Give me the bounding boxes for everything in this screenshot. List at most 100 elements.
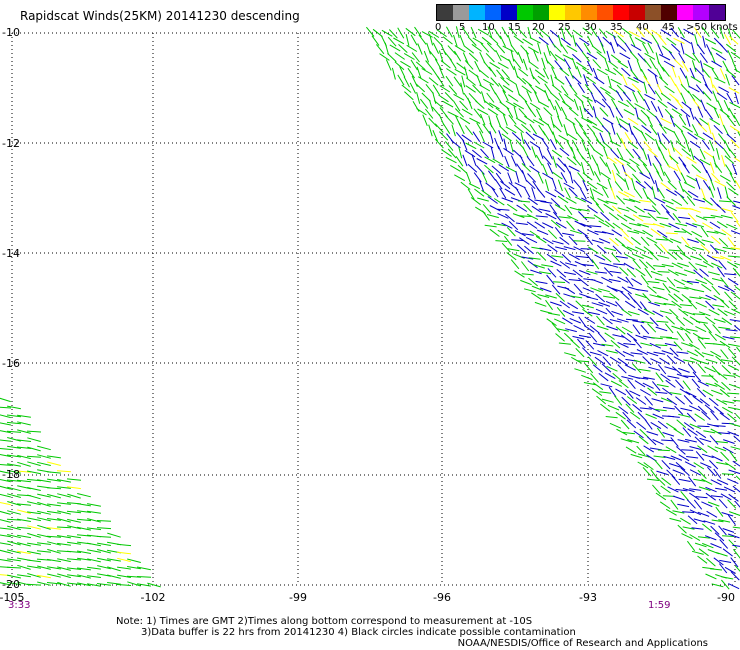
wind-barb [687,90,696,102]
legend-label: 30 [584,22,597,33]
wind-barb [497,145,504,158]
wind-barb [634,380,646,388]
wind-barb [586,52,598,60]
wind-barb [575,42,584,53]
wind-barb [621,244,633,252]
wind-barb [77,526,91,531]
wind-barb [554,54,566,62]
wind-barb [698,548,709,557]
wind-barb [501,222,513,229]
wind-barb [692,223,705,228]
wind-barb [615,301,624,311]
wind-barb [642,163,651,174]
wind-barb [0,397,11,403]
wind-barb [572,311,585,315]
wind-barb [625,403,635,413]
wind-barb [515,117,527,125]
wind-barb [429,99,434,112]
wind-barb [661,264,674,268]
wind-barb [628,141,639,150]
wind-barb [688,85,700,93]
wind-barb [692,98,701,110]
wind-barb [537,42,542,55]
wind-barb [695,325,707,333]
wind-barb [488,35,499,45]
wind-barb [450,139,461,149]
wind-barb [0,527,12,530]
map-title: Rapidscat Winds(25KM) 20141230 descendin… [20,9,300,23]
wind-barb [725,73,730,86]
wind-barb [474,188,485,197]
wind-barb [658,35,667,46]
wind-barb [677,27,685,38]
wind-barb [645,261,656,271]
wind-barb [534,199,547,203]
time-label-right: 1:59 [648,600,671,611]
wind-barb [622,351,635,357]
wind-barb [563,58,571,70]
wind-barb [643,140,653,151]
wind-barb [7,525,21,531]
wind-barb [623,236,634,246]
wind-barb [704,535,717,541]
legend-label: 35 [610,22,623,33]
wind-barb [668,223,680,230]
wind-barb [0,558,11,562]
wind-barb [681,236,690,247]
wind-barb [720,349,729,360]
wind-barb [716,266,725,278]
wind-barb [486,214,499,219]
wind-barb [699,158,711,166]
wind-barb [520,132,525,145]
wind-barb [393,37,405,45]
wind-barb [584,235,593,246]
wind-barb [429,50,438,61]
wind-barb [562,232,575,236]
wind-barb [601,187,609,198]
wind-barb [554,105,560,118]
wind-barb [467,163,478,173]
wind-barb [725,164,733,175]
wind-barb [479,51,486,64]
wind-barb [657,364,667,375]
wind-barb [7,558,21,562]
wind-barb [57,486,71,489]
wind-barb [423,50,430,63]
wind-barb [37,517,51,522]
legend-swatch [437,5,453,20]
wind-barb [589,225,602,228]
wind-barb [719,27,725,39]
wind-barb [503,147,514,156]
wind-barb [596,51,607,60]
wind-barb [391,67,396,80]
wind-barb [27,559,41,563]
wind-barb [555,163,566,173]
wind-barb [607,75,612,88]
wind-barb [47,558,61,563]
legend-swatch [549,5,565,20]
wind-barb [473,141,485,149]
wind-barb [434,138,444,149]
wind-barb [621,396,631,406]
wind-barb [720,493,732,501]
wind-barb [47,455,61,459]
wind-barb [627,379,636,390]
wind-barb [677,524,687,534]
wind-barb [87,510,101,514]
wind-barb [574,196,587,203]
wind-barb [558,216,571,219]
wind-barb [657,44,664,56]
wind-barb [547,229,558,240]
wind-barb [57,535,71,539]
wind-barb [555,292,565,302]
wind-barb [617,276,629,283]
wind-barb [0,463,12,466]
wind-barb [37,501,51,507]
wind-barb [416,66,422,79]
wind-barb [528,277,539,287]
wind-barb [632,403,643,413]
wind-barb [602,36,612,46]
wind-barb [472,131,481,142]
wind-barb [515,171,520,183]
wind-barb [0,439,12,442]
